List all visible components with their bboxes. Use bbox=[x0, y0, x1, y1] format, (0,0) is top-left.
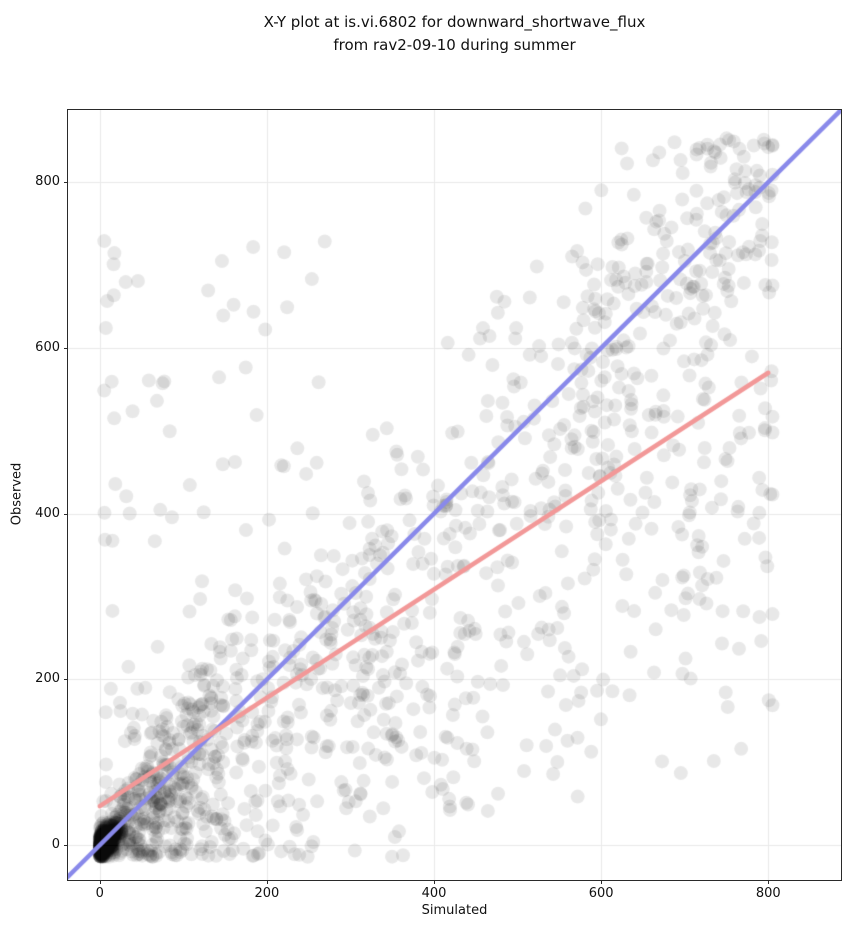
x-axis-label: Simulated bbox=[421, 903, 488, 918]
x-tick-mark bbox=[434, 880, 436, 884]
x-tick-mark bbox=[768, 880, 770, 884]
y-tick-mark bbox=[64, 679, 68, 681]
y-tick-label: 0 bbox=[51, 837, 60, 853]
y-tick-mark bbox=[64, 513, 68, 515]
chart-title: X-Y plot at is.vi.6802 for downward_shor… bbox=[68, 11, 841, 57]
y-tick-label: 600 bbox=[35, 339, 60, 355]
y-tick-mark bbox=[64, 845, 68, 847]
chart-title-line2: from rav2-09-10 during summer bbox=[333, 36, 576, 54]
x-tick-label: 200 bbox=[254, 886, 280, 901]
y-axis-label: Observed bbox=[9, 462, 25, 526]
chart-title-line1: X-Y plot at is.vi.6802 for downward_shor… bbox=[263, 13, 646, 31]
x-tick-mark bbox=[266, 880, 268, 884]
x-tick-label: 600 bbox=[588, 886, 614, 901]
x-tick-label: 400 bbox=[421, 886, 447, 901]
x-tick-mark bbox=[601, 880, 603, 884]
y-tick-label: 200 bbox=[35, 671, 60, 687]
y-tick-label: 400 bbox=[35, 505, 60, 521]
plot-area bbox=[67, 109, 842, 881]
y-tick-mark bbox=[64, 182, 68, 184]
x-tick-label: 0 bbox=[95, 886, 104, 901]
x-tick-label: 800 bbox=[755, 886, 781, 901]
y-tick-label: 800 bbox=[35, 174, 60, 190]
y-tick-mark bbox=[64, 347, 68, 349]
plot-canvas bbox=[68, 110, 841, 880]
x-tick-mark bbox=[99, 880, 101, 884]
